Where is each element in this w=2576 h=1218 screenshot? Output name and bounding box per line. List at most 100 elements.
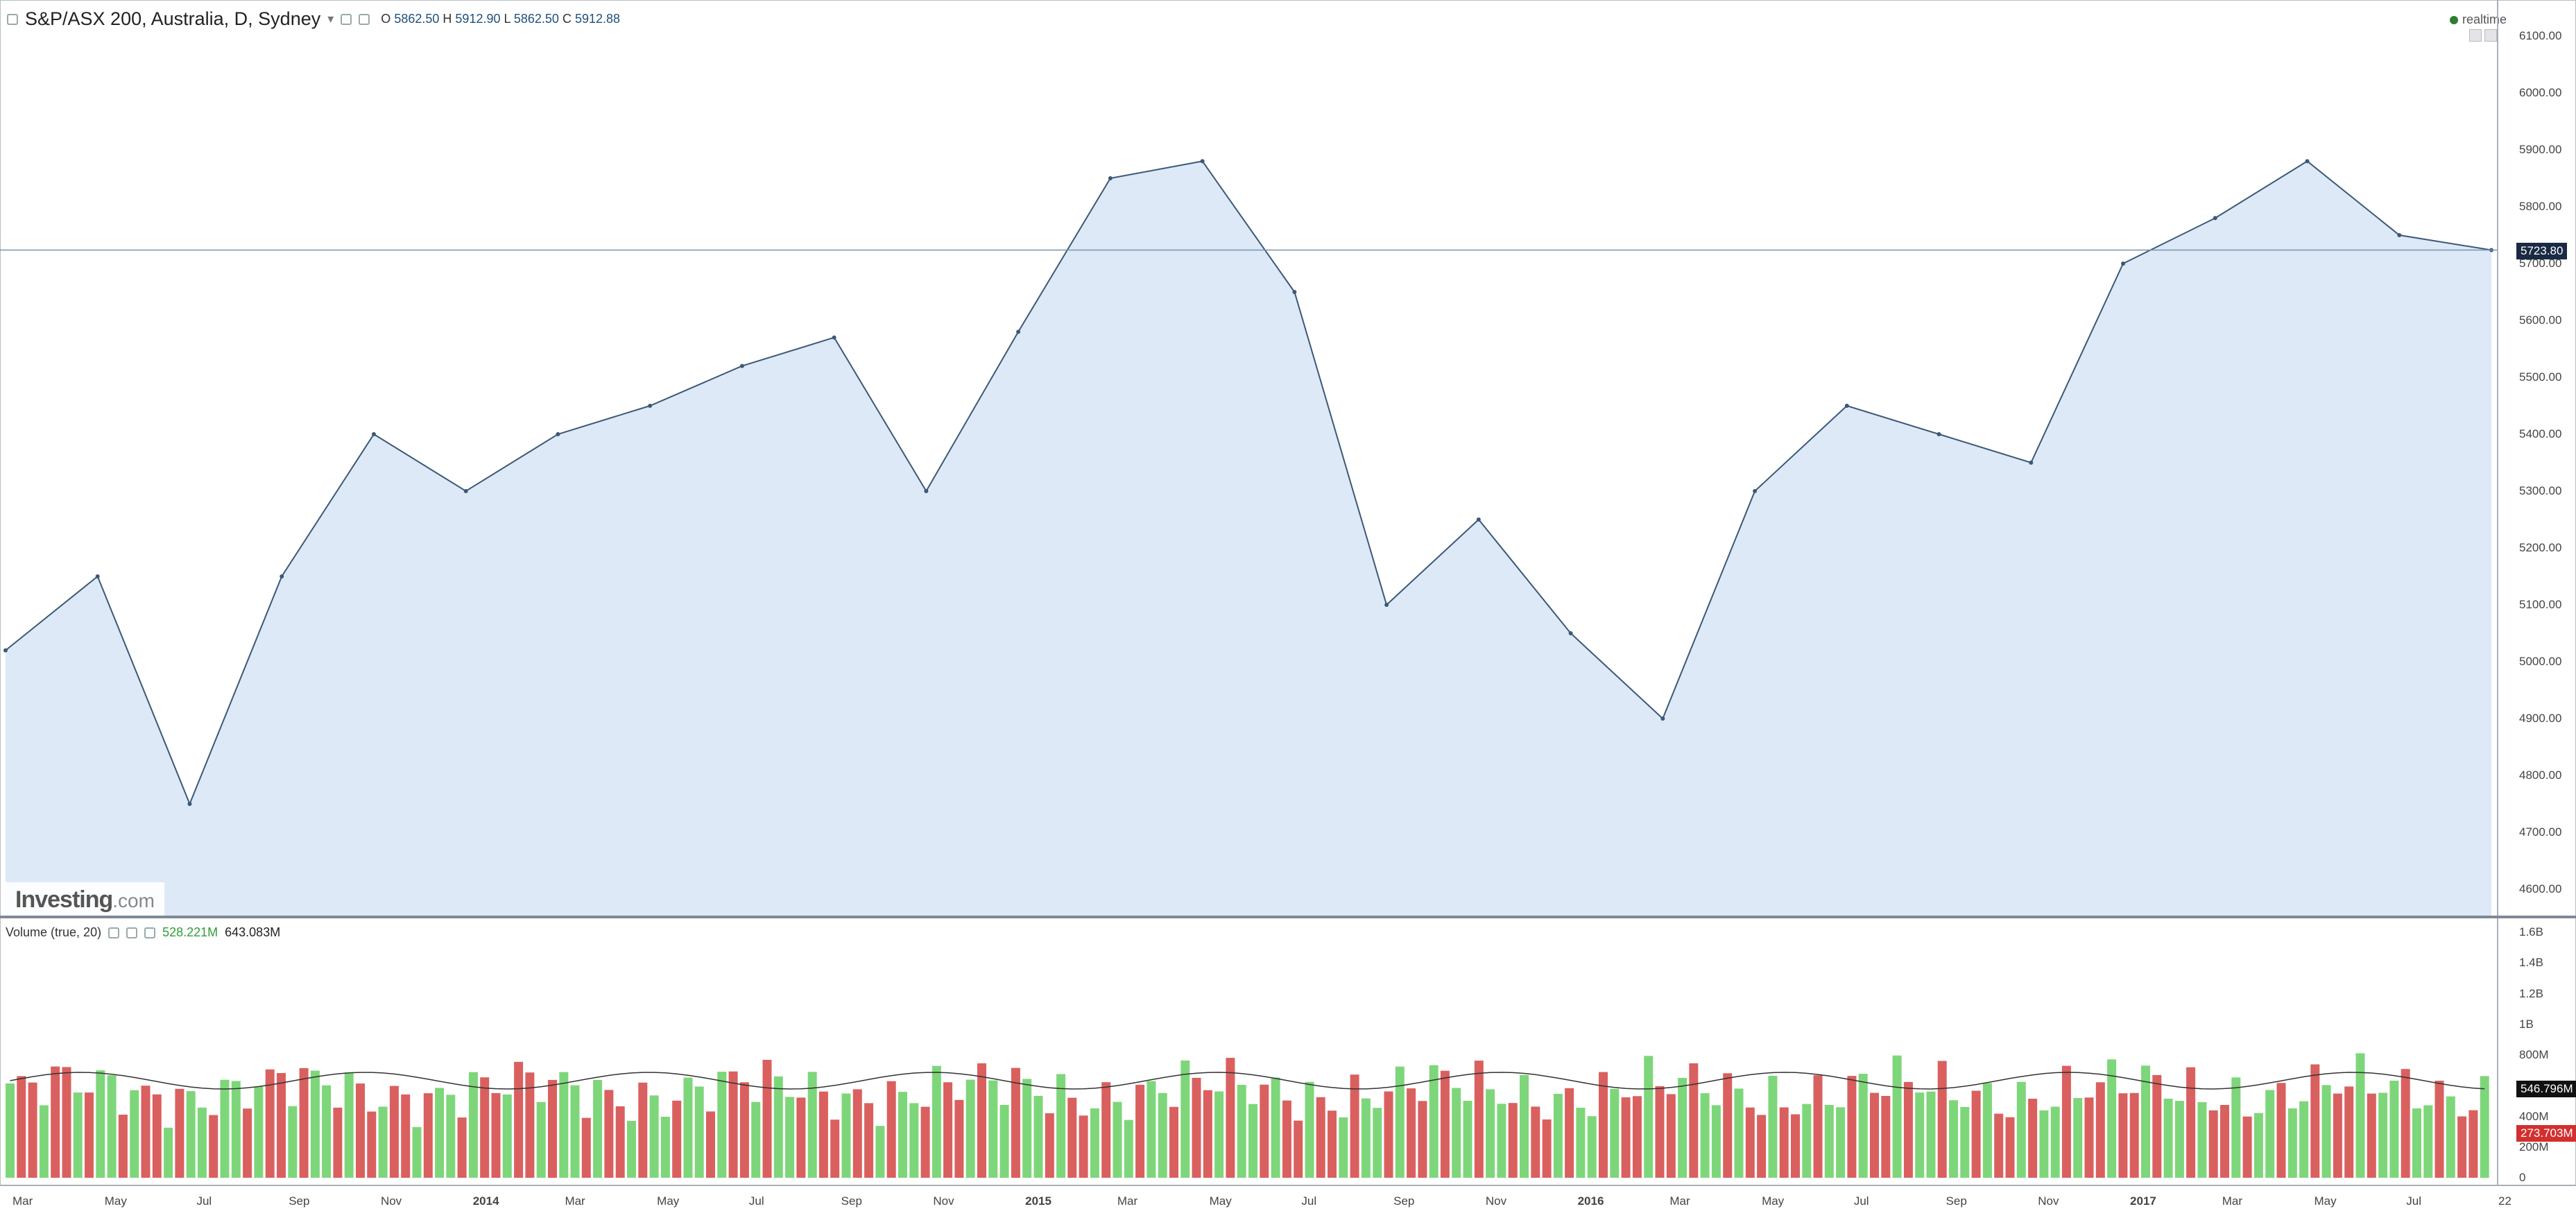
- volume-bar: [344, 1072, 354, 1178]
- volume-bar: [1655, 1086, 1665, 1178]
- info-icon[interactable]: [2469, 29, 2482, 42]
- volume-bar: [1847, 1076, 1857, 1178]
- volume-bar: [977, 1063, 986, 1178]
- symbol-title[interactable]: S&P/ASX 200, Australia, D, Sydney: [25, 8, 321, 29]
- price-area: [6, 161, 2491, 916]
- pane-separator[interactable]: [0, 916, 2576, 918]
- volume-bar: [1328, 1110, 1337, 1178]
- volume-pane[interactable]: [0, 918, 2497, 1185]
- volume-bar: [322, 1085, 332, 1178]
- volume-bar: [559, 1072, 569, 1178]
- volume-bar: [1011, 1067, 1020, 1178]
- price-tick-label: 4700.00: [2519, 825, 2562, 839]
- volume-bar: [6, 1083, 15, 1178]
- volume-bar: [2446, 1096, 2455, 1178]
- volume-bar: [649, 1095, 659, 1178]
- volume-bar: [1508, 1103, 1518, 1178]
- maximize-icon[interactable]: [2484, 29, 2497, 42]
- volume-bar: [17, 1076, 26, 1178]
- volume-bar: [1542, 1119, 1552, 1178]
- time-tick-label: 2017: [2130, 1194, 2156, 1208]
- time-tick-label: Nov: [380, 1194, 402, 1208]
- volume-bar: [943, 1082, 953, 1178]
- volume-bar: [773, 1076, 783, 1178]
- volume-bar: [2389, 1081, 2399, 1178]
- price-chart-svg[interactable]: [0, 0, 2497, 916]
- volume-bar: [1791, 1114, 1800, 1178]
- volume-bar: [1531, 1106, 1540, 1178]
- time-tick-label: May: [104, 1194, 127, 1208]
- volume-bar: [1711, 1105, 1721, 1178]
- volume-bar: [1316, 1097, 1325, 1178]
- volume-bar: [1678, 1078, 1688, 1178]
- volume-bar: [96, 1070, 105, 1178]
- time-tick-label: Mar: [565, 1194, 585, 1208]
- price-tick-label: 5500.00: [2519, 370, 2562, 384]
- volume-tick-label: 1.6B: [2519, 925, 2543, 938]
- volume-bar: [785, 1097, 795, 1178]
- volume-ma-value: 643.083M: [225, 925, 281, 939]
- volume-bar: [2435, 1081, 2444, 1178]
- volume-bar: [2005, 1117, 2015, 1178]
- volume-bar: [333, 1107, 343, 1178]
- volume-bar: [107, 1075, 117, 1178]
- collapse-icon[interactable]: [7, 13, 18, 25]
- price-pane[interactable]: S&P/ASX 200, Australia, D, Sydney ▾ O 58…: [0, 0, 2497, 918]
- volume-bar: [265, 1069, 275, 1178]
- volume-bar: [2016, 1081, 2026, 1178]
- volume-bar: [2412, 1108, 2421, 1178]
- volume-bar: [1982, 1083, 1992, 1178]
- volume-bar: [931, 1065, 941, 1178]
- volume-bar: [1237, 1085, 1246, 1178]
- close-icon[interactable]: [359, 13, 370, 25]
- price-axis[interactable]: 6100.00 6000.00 5900.00 5800.00 5700.00 5600.…: [2497, 0, 2576, 916]
- price-point: [371, 432, 376, 436]
- settings-icon[interactable]: [341, 13, 352, 25]
- volume-bar: [39, 1105, 49, 1178]
- price-tick-label: 5700.00: [2519, 257, 2562, 270]
- volume-bar: [2457, 1116, 2467, 1178]
- volume-bar: [570, 1085, 580, 1178]
- volume-bar: [2265, 1090, 2275, 1178]
- ohlc-values: O 5862.50 H 5912.90 L 5862.50 C 5912.88: [381, 12, 620, 26]
- volume-bar: [1576, 1108, 1586, 1178]
- volume-bar: [2141, 1065, 2150, 1178]
- volume-bar: [1689, 1063, 1699, 1178]
- volume-bar: [491, 1092, 501, 1178]
- volume-title[interactable]: Volume (true, 20): [6, 925, 102, 939]
- volume-bar: [660, 1117, 670, 1178]
- volume-ma-line: [10, 1072, 2485, 1090]
- volume-bar: [152, 1094, 162, 1178]
- low-label: L: [504, 12, 510, 26]
- volume-bar: [2287, 1108, 2297, 1178]
- time-tick-label: 2015: [1025, 1194, 1051, 1208]
- volume-settings-icon[interactable]: [108, 927, 120, 938]
- volume-bar: [1813, 1075, 1823, 1178]
- price-tick-label: 5300.00: [2519, 484, 2562, 497]
- price-line[interactable]: [5, 160, 2492, 806]
- volume-value: 528.221M: [162, 925, 218, 939]
- volume-bar: [1960, 1107, 1970, 1178]
- volume-bar: [2073, 1098, 2083, 1178]
- volume-bar: [1768, 1076, 1778, 1178]
- volume-bar: [28, 1082, 37, 1178]
- volume-bar: [277, 1073, 286, 1178]
- volume-bar: [1361, 1098, 1371, 1178]
- volume-bar: [1033, 1095, 1043, 1178]
- volume-hide-icon[interactable]: [126, 927, 138, 938]
- volume-bar: [2118, 1093, 2128, 1178]
- volume-bar: [683, 1077, 693, 1178]
- volume-bar: [1440, 1070, 1450, 1178]
- volume-chart-svg[interactable]: [0, 918, 2497, 1185]
- volume-bar: [1858, 1074, 1868, 1178]
- volume-axis[interactable]: 1.6B1.4B1.2B1B800M600M400M200M0: [2497, 918, 2576, 1185]
- volume-bar: [480, 1077, 490, 1178]
- volume-bar: [1779, 1107, 1789, 1178]
- time-axis[interactable]: Mar May Jul Sep Nov 2014 Mar May Jul Sep Nov 2015 Ma…: [0, 1185, 2576, 1218]
- price-point: [1384, 603, 1389, 607]
- volume-tick-label: 1B: [2519, 1017, 2534, 1031]
- time-tick-label: Sep: [841, 1194, 862, 1208]
- volume-close-icon[interactable]: [144, 927, 156, 938]
- chevron-down-icon[interactable]: ▾: [327, 12, 334, 26]
- volume-bar: [717, 1072, 727, 1178]
